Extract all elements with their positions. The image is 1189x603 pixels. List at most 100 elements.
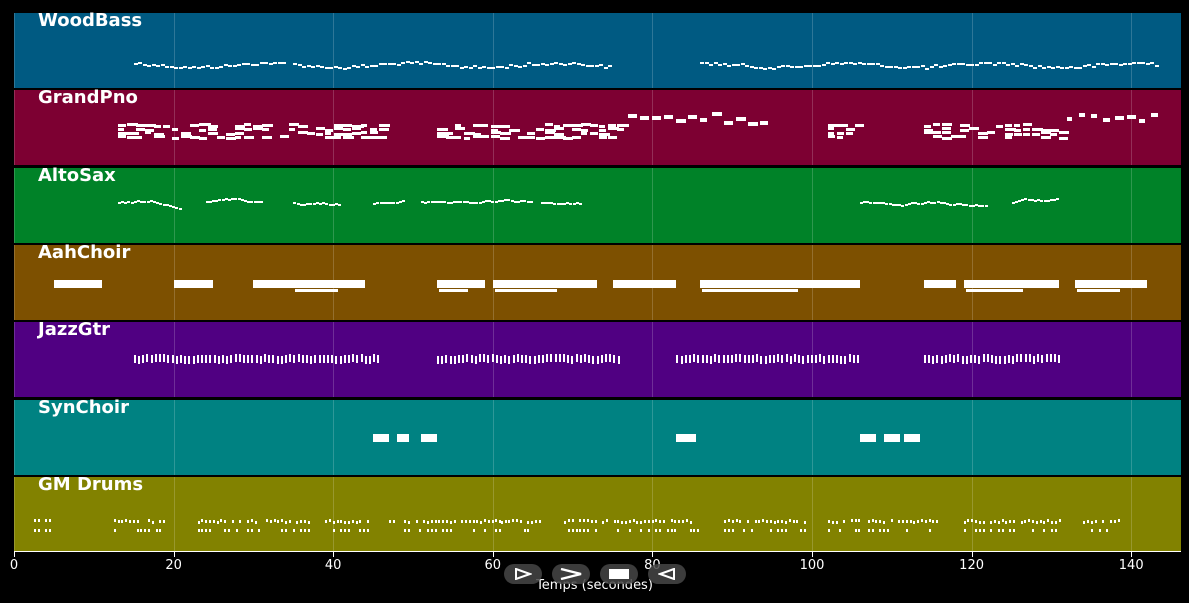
bass-note <box>871 63 876 65</box>
drum-hit <box>796 519 799 523</box>
sax-note <box>133 200 137 203</box>
fast-forward-button[interactable] <box>552 564 590 584</box>
drum-hit <box>913 520 916 524</box>
guitar-note <box>789 356 792 365</box>
sax-note <box>540 201 544 204</box>
piano-note <box>553 125 560 129</box>
drum-hit <box>735 518 738 522</box>
piano-note <box>436 132 448 136</box>
drum-hit <box>140 528 143 532</box>
sax-note <box>1046 199 1050 202</box>
bass-note <box>590 65 595 67</box>
track-jazzgtr[interactable]: JazzGtr <box>14 319 1181 398</box>
guitar-note <box>259 356 262 365</box>
sax-note <box>156 201 160 204</box>
drum-hit <box>147 518 150 522</box>
track-woodbass[interactable]: WoodBass <box>14 10 1181 88</box>
track-grandpno[interactable]: GrandPno <box>14 87 1181 166</box>
sax-note <box>975 203 979 206</box>
sax-note <box>234 197 238 200</box>
piano-note <box>968 127 980 131</box>
drum-hit <box>663 519 666 523</box>
guitar-note <box>982 354 985 363</box>
guitar-note <box>453 356 456 365</box>
drum-hit <box>666 528 669 532</box>
play-button[interactable] <box>504 564 542 584</box>
guitar-note <box>368 356 371 365</box>
guitar-note <box>701 355 704 364</box>
piano-note <box>463 132 476 136</box>
drum-hit <box>587 528 590 532</box>
drum-hit <box>281 528 284 532</box>
drum-hit <box>212 519 215 523</box>
drum-hit <box>905 528 908 532</box>
piano-note <box>472 133 481 137</box>
drum-hit <box>515 518 518 522</box>
guitar-note <box>965 356 968 365</box>
piano-note <box>1022 128 1030 132</box>
grid-line <box>652 322 654 398</box>
sax-note <box>475 201 479 204</box>
piano-note <box>941 127 951 131</box>
piano-note <box>607 124 617 128</box>
sax-note <box>231 197 235 200</box>
drum-hit <box>340 528 343 532</box>
guitar-note <box>550 354 553 363</box>
guitar-note <box>693 354 696 363</box>
choir-note <box>492 279 597 288</box>
choir-note <box>397 433 409 442</box>
track-aahchoir[interactable]: AahChoir <box>14 242 1181 320</box>
bass-note <box>405 61 410 63</box>
bass-note <box>767 67 772 69</box>
sax-note <box>895 203 899 206</box>
drum-hit <box>1001 518 1004 522</box>
drum-hit <box>628 528 631 532</box>
guitar-note <box>483 354 486 363</box>
drum-hit <box>1013 528 1016 532</box>
piano-note <box>126 123 139 127</box>
drum-hit <box>45 518 48 522</box>
sax-note <box>218 198 222 201</box>
piano-note <box>827 127 834 131</box>
piano-note <box>1004 136 1012 140</box>
sax-note <box>215 199 219 202</box>
grid-line <box>971 476 973 552</box>
track-altosax[interactable]: AltoSax <box>14 165 1181 243</box>
bass-note <box>210 67 215 69</box>
drum-hit <box>1032 519 1035 523</box>
drum-hit <box>1094 519 1097 523</box>
drum-hit <box>1087 519 1090 523</box>
guitar-note <box>1016 354 1019 363</box>
guitar-note <box>546 354 549 363</box>
piano-note <box>827 132 835 136</box>
drum-hit <box>461 519 464 523</box>
piano-note <box>162 125 171 129</box>
guitar-note <box>1011 356 1014 365</box>
piano-note <box>472 135 483 139</box>
sax-note <box>866 200 870 203</box>
drum-hit <box>728 518 731 522</box>
rewind-button[interactable] <box>648 564 686 584</box>
sax-note <box>863 200 867 203</box>
stop-button[interactable] <box>600 564 638 584</box>
sax-note <box>140 200 144 203</box>
sax-note <box>1030 198 1034 201</box>
bass-note <box>709 64 714 66</box>
piano-note <box>1058 131 1070 135</box>
bass-note <box>1033 67 1038 69</box>
guitar-note <box>188 356 191 365</box>
piano-note <box>941 131 952 135</box>
drum-hit <box>781 528 784 532</box>
sax-note <box>869 201 873 204</box>
bass-note <box>754 67 759 69</box>
guitar-note <box>192 356 195 365</box>
sax-note <box>443 200 447 203</box>
drum-hit <box>519 519 522 523</box>
track-gm-drums[interactable]: GM Drums <box>14 474 1181 552</box>
drum-hit <box>594 519 597 523</box>
bass-note <box>306 65 311 67</box>
piano-note <box>234 127 246 131</box>
drum-hit <box>33 518 36 522</box>
drum-hit <box>1013 519 1016 523</box>
track-synchoir[interactable]: SynChoir <box>14 397 1181 475</box>
